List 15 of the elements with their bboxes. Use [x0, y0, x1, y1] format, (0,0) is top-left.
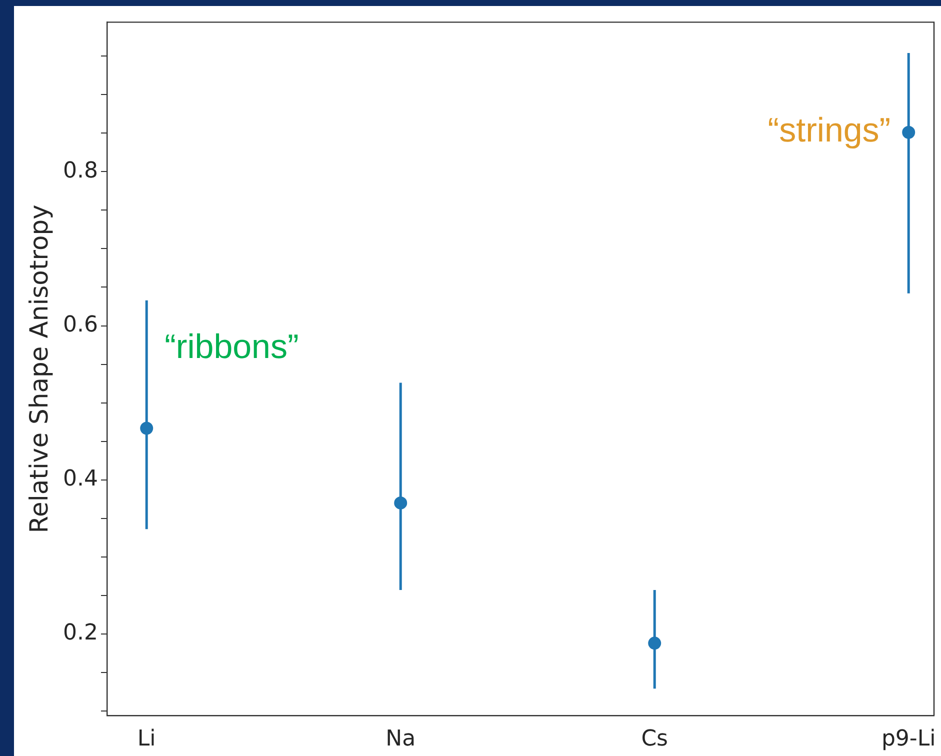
y-tick-label: 0.6 — [62, 312, 98, 338]
point — [902, 126, 916, 139]
y-tick-label: 0.4 — [62, 466, 98, 492]
point — [140, 422, 154, 435]
y-tick-label: 0.2 — [62, 620, 98, 646]
point — [394, 496, 408, 510]
x-tick-label: Na — [386, 726, 416, 752]
point — [648, 636, 662, 650]
y-axis-title: Relative Shape Anisotropy — [24, 204, 54, 534]
annotation: “strings” — [768, 112, 891, 150]
x-tick-label: Cs — [641, 726, 668, 752]
x-tick-label: p9-Li — [881, 726, 936, 752]
x-tick-label: Li — [137, 726, 156, 752]
y-tick-label: 0.8 — [62, 158, 98, 184]
annotation: “ribbons” — [164, 328, 299, 366]
